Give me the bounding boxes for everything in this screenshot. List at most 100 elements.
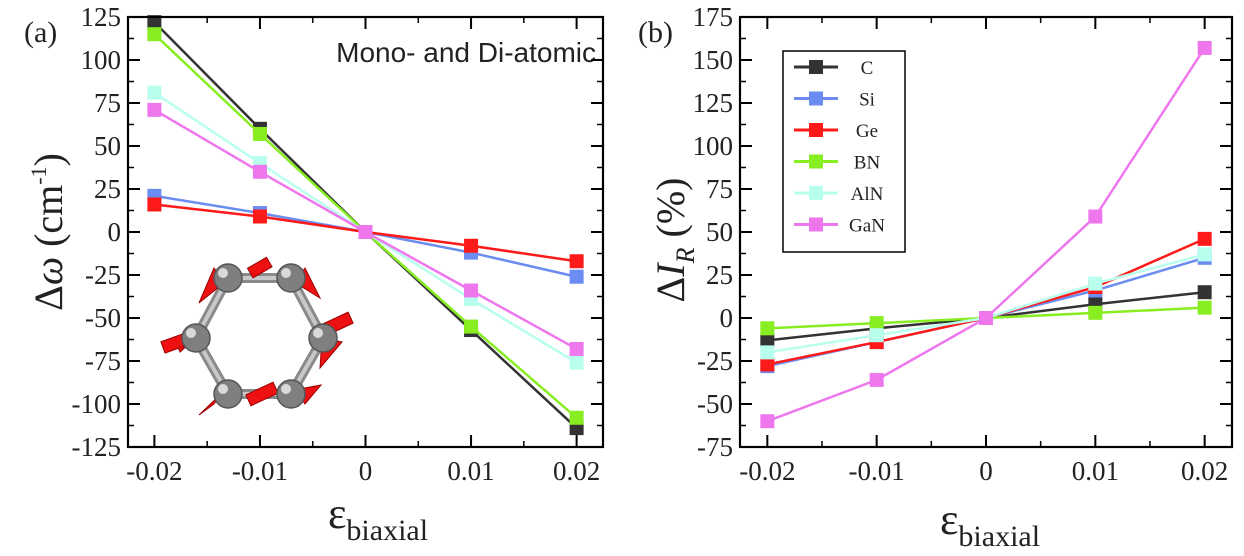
data-point (760, 321, 775, 336)
legend-label: Ge (856, 121, 878, 142)
legend-label: AlN (851, 184, 884, 205)
data-point (1197, 40, 1212, 55)
panel-a-series (147, 15, 584, 436)
legend-item-ge: Ge (794, 121, 878, 142)
data-point (464, 283, 479, 298)
svg-text:Δω (cm-1): Δω (cm-1) (26, 153, 71, 311)
y-tick-label: -25 (85, 260, 121, 290)
svg-text:ΔIR (%): ΔIR (%) (648, 178, 700, 303)
data-point (869, 316, 884, 331)
y-title-unit-close: ) (26, 153, 71, 166)
panel-b-frame (738, 15, 1234, 449)
panel-a-frame (126, 15, 605, 449)
data-point (760, 357, 775, 372)
y-tick-label: 50 (706, 217, 733, 247)
data-point (569, 269, 584, 284)
legend-item-gan: GaN (794, 216, 885, 237)
legend-box (782, 50, 906, 253)
panel-a: (a) Δω (cm-1) εbiaxial Mono- and Di-atom… (24, 2, 605, 547)
panel-a-axes: 125 100 75 50 25 0 -25 -50 -75 -100 -125-0.02 -0.01… (72, 2, 603, 486)
x-title-subscript: biaxial (346, 514, 428, 547)
atom-spheres (181, 263, 338, 409)
data-point (1197, 300, 1212, 315)
y-tick-label: 150 (693, 45, 734, 75)
data-point (1088, 305, 1103, 320)
panel-a-annotation: Mono- and Di-atomic (336, 37, 596, 68)
y-title-subscript: R (671, 247, 700, 264)
legend-swatch-marker (809, 60, 823, 74)
x-tick-label: 0.01 (1072, 456, 1119, 486)
x-tick-label: 0 (359, 456, 373, 486)
x-title-symbol: ε (328, 489, 346, 538)
data-point (760, 345, 775, 360)
panel-a-x-axis-title: εbiaxial (328, 489, 428, 547)
y-tick-label: 0 (108, 217, 122, 247)
x-title-symbol: ε (940, 495, 958, 544)
legend-label: C (861, 58, 874, 79)
y-tick-label: -125 (72, 432, 122, 462)
panel-a-label: (a) (24, 16, 57, 49)
data-point (979, 311, 993, 325)
x-tick-label: 0.02 (553, 456, 600, 486)
y-title-symbol: I (648, 262, 693, 278)
series-line (767, 237, 1206, 366)
data-point (569, 355, 584, 370)
data-point (252, 209, 267, 224)
y-tick-label: 25 (94, 174, 121, 204)
y-tick-label: 0 (720, 303, 734, 333)
data-point (147, 27, 162, 42)
y-tick-label: 75 (94, 88, 121, 118)
legend-swatch-marker (809, 91, 823, 106)
data-point (358, 225, 373, 239)
x-tick-label: 0 (979, 456, 993, 486)
y-title-symbol: ω (26, 257, 71, 285)
series-ge (760, 231, 1212, 372)
legend-item-c: C (794, 58, 873, 79)
panel-a-y-axis-title: Δω (cm-1) (26, 153, 71, 311)
y-tick-label: 175 (693, 2, 734, 32)
series-aln (760, 247, 1212, 360)
y-title-unit: (%) (648, 178, 693, 248)
data-point (147, 15, 162, 30)
y-tick-label: -25 (697, 346, 733, 376)
data-point (1088, 276, 1103, 291)
y-tick-label: 100 (693, 131, 734, 161)
legend-item-aln: AlN (794, 184, 884, 205)
panel-b: (b) ΔIR (%) εbiaxial C Si Ge BN AlN GaN 175 15… (638, 2, 1234, 553)
y-tick-label: 125 (81, 2, 122, 32)
data-point (147, 102, 162, 117)
x-tick-label: 0.01 (447, 456, 494, 486)
y-tick-label: -100 (72, 389, 122, 419)
data-point (147, 85, 162, 100)
legend-swatch-marker (809, 217, 823, 232)
x-tick-label: -0.02 (739, 456, 795, 486)
x-tick-label: -0.01 (232, 456, 288, 486)
x-tick-label: 0.02 (1181, 456, 1228, 486)
panel-b-label: (b) (638, 16, 673, 49)
legend-label: GaN (849, 216, 885, 237)
data-point (569, 254, 584, 269)
y-title-delta: Δ (26, 285, 71, 311)
legend-label: BN (854, 153, 881, 174)
data-point (147, 197, 162, 212)
y-title-unit-sup: -1 (26, 166, 51, 184)
y-title-unit-open: (cm (26, 185, 71, 257)
y-tick-label: 25 (706, 260, 733, 290)
y-tick-label: 50 (94, 131, 121, 161)
legend-item-si: Si (794, 90, 875, 111)
y-tick-label: 75 (706, 174, 733, 204)
data-point (569, 410, 584, 425)
legend-swatch-marker (809, 154, 823, 169)
y-tick-label: -50 (697, 389, 733, 419)
data-point (252, 126, 267, 141)
x-tick-label: -0.02 (126, 456, 182, 486)
data-point (760, 333, 775, 348)
y-tick-label: -75 (85, 346, 121, 376)
series-gan (760, 40, 1212, 429)
hexagon-molecule-inset (160, 256, 354, 416)
data-point (1197, 231, 1212, 246)
data-point (464, 238, 479, 253)
legend-swatch-marker (809, 186, 823, 200)
data-point (252, 164, 267, 179)
legend-swatch-marker (809, 123, 823, 137)
